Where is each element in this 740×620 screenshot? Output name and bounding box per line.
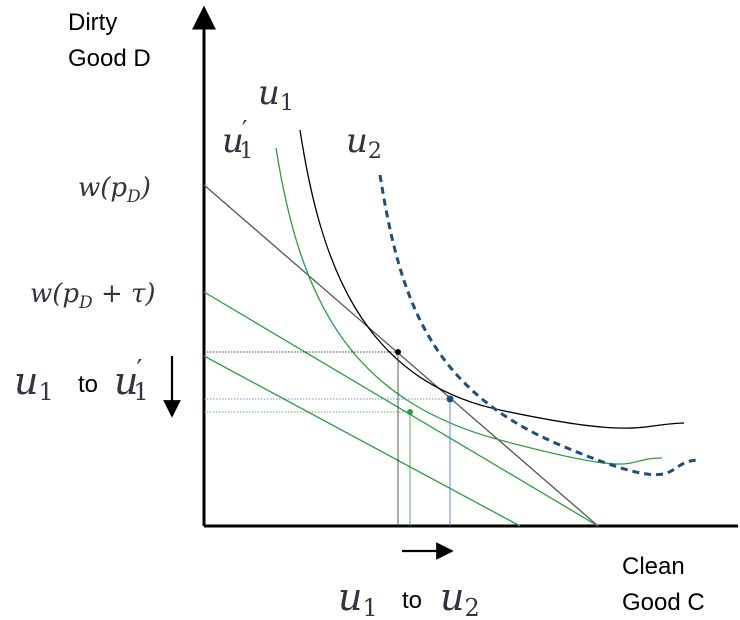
budget-line-compensated [203,355,521,527]
tangency-point-original [395,349,401,355]
u1-prime-curve-label: u′ 1 [222,116,253,164]
svg-text:u′1: u′ 1 [114,355,149,406]
vertical-effect-label: u1 to u′ 1 [14,355,149,406]
budget-label-original: w(pD) [78,173,151,207]
y-axis-label-line1: Dirty [68,9,117,36]
svg-text:u1: u1 [14,359,54,406]
indifference-curve-u1 [299,129,685,429]
tangency-point-compensated [407,409,413,415]
tangency-point-new [446,395,454,403]
svg-text:u2: u2 [440,575,480,620]
u2-curve-label: u2 [346,121,382,164]
u1-curve-label: u1 [258,73,294,116]
x-axis-label-line1: Clean [622,553,685,580]
horizontal-effect-word: to [402,587,422,614]
indifference-curve-u2 [378,174,699,477]
budget-line-original [203,184,599,527]
svg-text:u1: u1 [338,575,378,620]
indifference-curve-u1-prime [275,147,663,465]
y-axis-label-line2: Good D [68,45,151,72]
budget-line-taxed-steep [203,291,599,527]
vertical-effect-word: to [78,371,98,398]
x-axis-label-line2: Good C [622,589,705,616]
budget-label-taxed: w(pD + τ) [30,279,156,313]
horizontal-effect-label: u1 to u2 [338,575,480,620]
